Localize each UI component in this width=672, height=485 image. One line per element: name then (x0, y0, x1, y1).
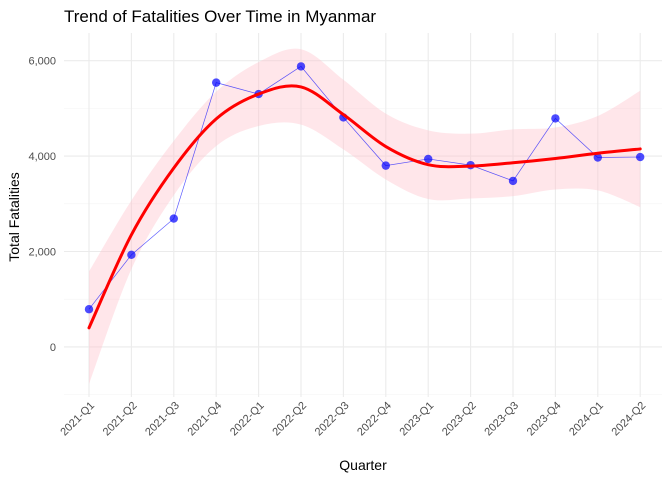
observed-point (84, 305, 94, 314)
confidence-ribbon (89, 48, 641, 385)
x-tick-label: 2023-Q2 (440, 400, 479, 439)
y-tick-label: 0 (50, 342, 56, 354)
observed-point (381, 161, 390, 170)
observed-series-line (88, 65, 641, 310)
line-layer (88, 65, 641, 310)
chart-title: Trend of Fatalities Over Time in Myanmar (64, 7, 376, 26)
x-tick-label: 2023-Q4 (525, 400, 564, 439)
observed-point (636, 152, 645, 162)
x-tick-label: 2021-Q4 (186, 400, 225, 439)
ribbon-layer (89, 48, 641, 385)
x-tick-labels: 2021-Q1 2021-Q2 2021-Q3 2021-Q4 2022-Q1 2022-… (58, 400, 648, 439)
observed-point (551, 114, 560, 123)
x-tick-label: 2024-Q2 (610, 400, 649, 439)
x-tick-label: 2021-Q3 (143, 400, 182, 439)
grid-layer (64, 33, 662, 397)
y-tick-label: 6,000 (28, 56, 56, 68)
x-tick-label: 2023-Q3 (482, 400, 521, 439)
observed-point (212, 78, 221, 87)
observed-point (508, 176, 518, 186)
observed-point (296, 62, 306, 71)
observed-point (593, 153, 602, 162)
y-tick-label: 2,000 (28, 246, 56, 258)
x-tick-label: 2022-Q4 (355, 400, 394, 439)
observed-point (424, 154, 433, 164)
x-tick-label: 2024-Q1 (567, 400, 606, 439)
y-axis-title: Total Fatalities (6, 172, 22, 261)
y-tick-label: 4,000 (28, 151, 56, 163)
x-tick-label: 2022-Q3 (313, 400, 352, 439)
x-axis-title: Quarter (339, 457, 387, 473)
x-tick-label: 2022-Q2 (270, 400, 309, 439)
observed-point (169, 214, 178, 223)
trend-line (87, 84, 642, 330)
y-tick-labels: 0 2,000 4,000 6,000 (28, 56, 56, 354)
observed-point (127, 250, 136, 260)
smooth-layer (87, 84, 642, 330)
x-tick-label: 2021-Q1 (58, 400, 97, 439)
x-tick-label: 2022-Q1 (228, 400, 267, 439)
x-tick-label: 2023-Q1 (398, 400, 437, 439)
x-tick-label: 2021-Q2 (101, 400, 140, 439)
